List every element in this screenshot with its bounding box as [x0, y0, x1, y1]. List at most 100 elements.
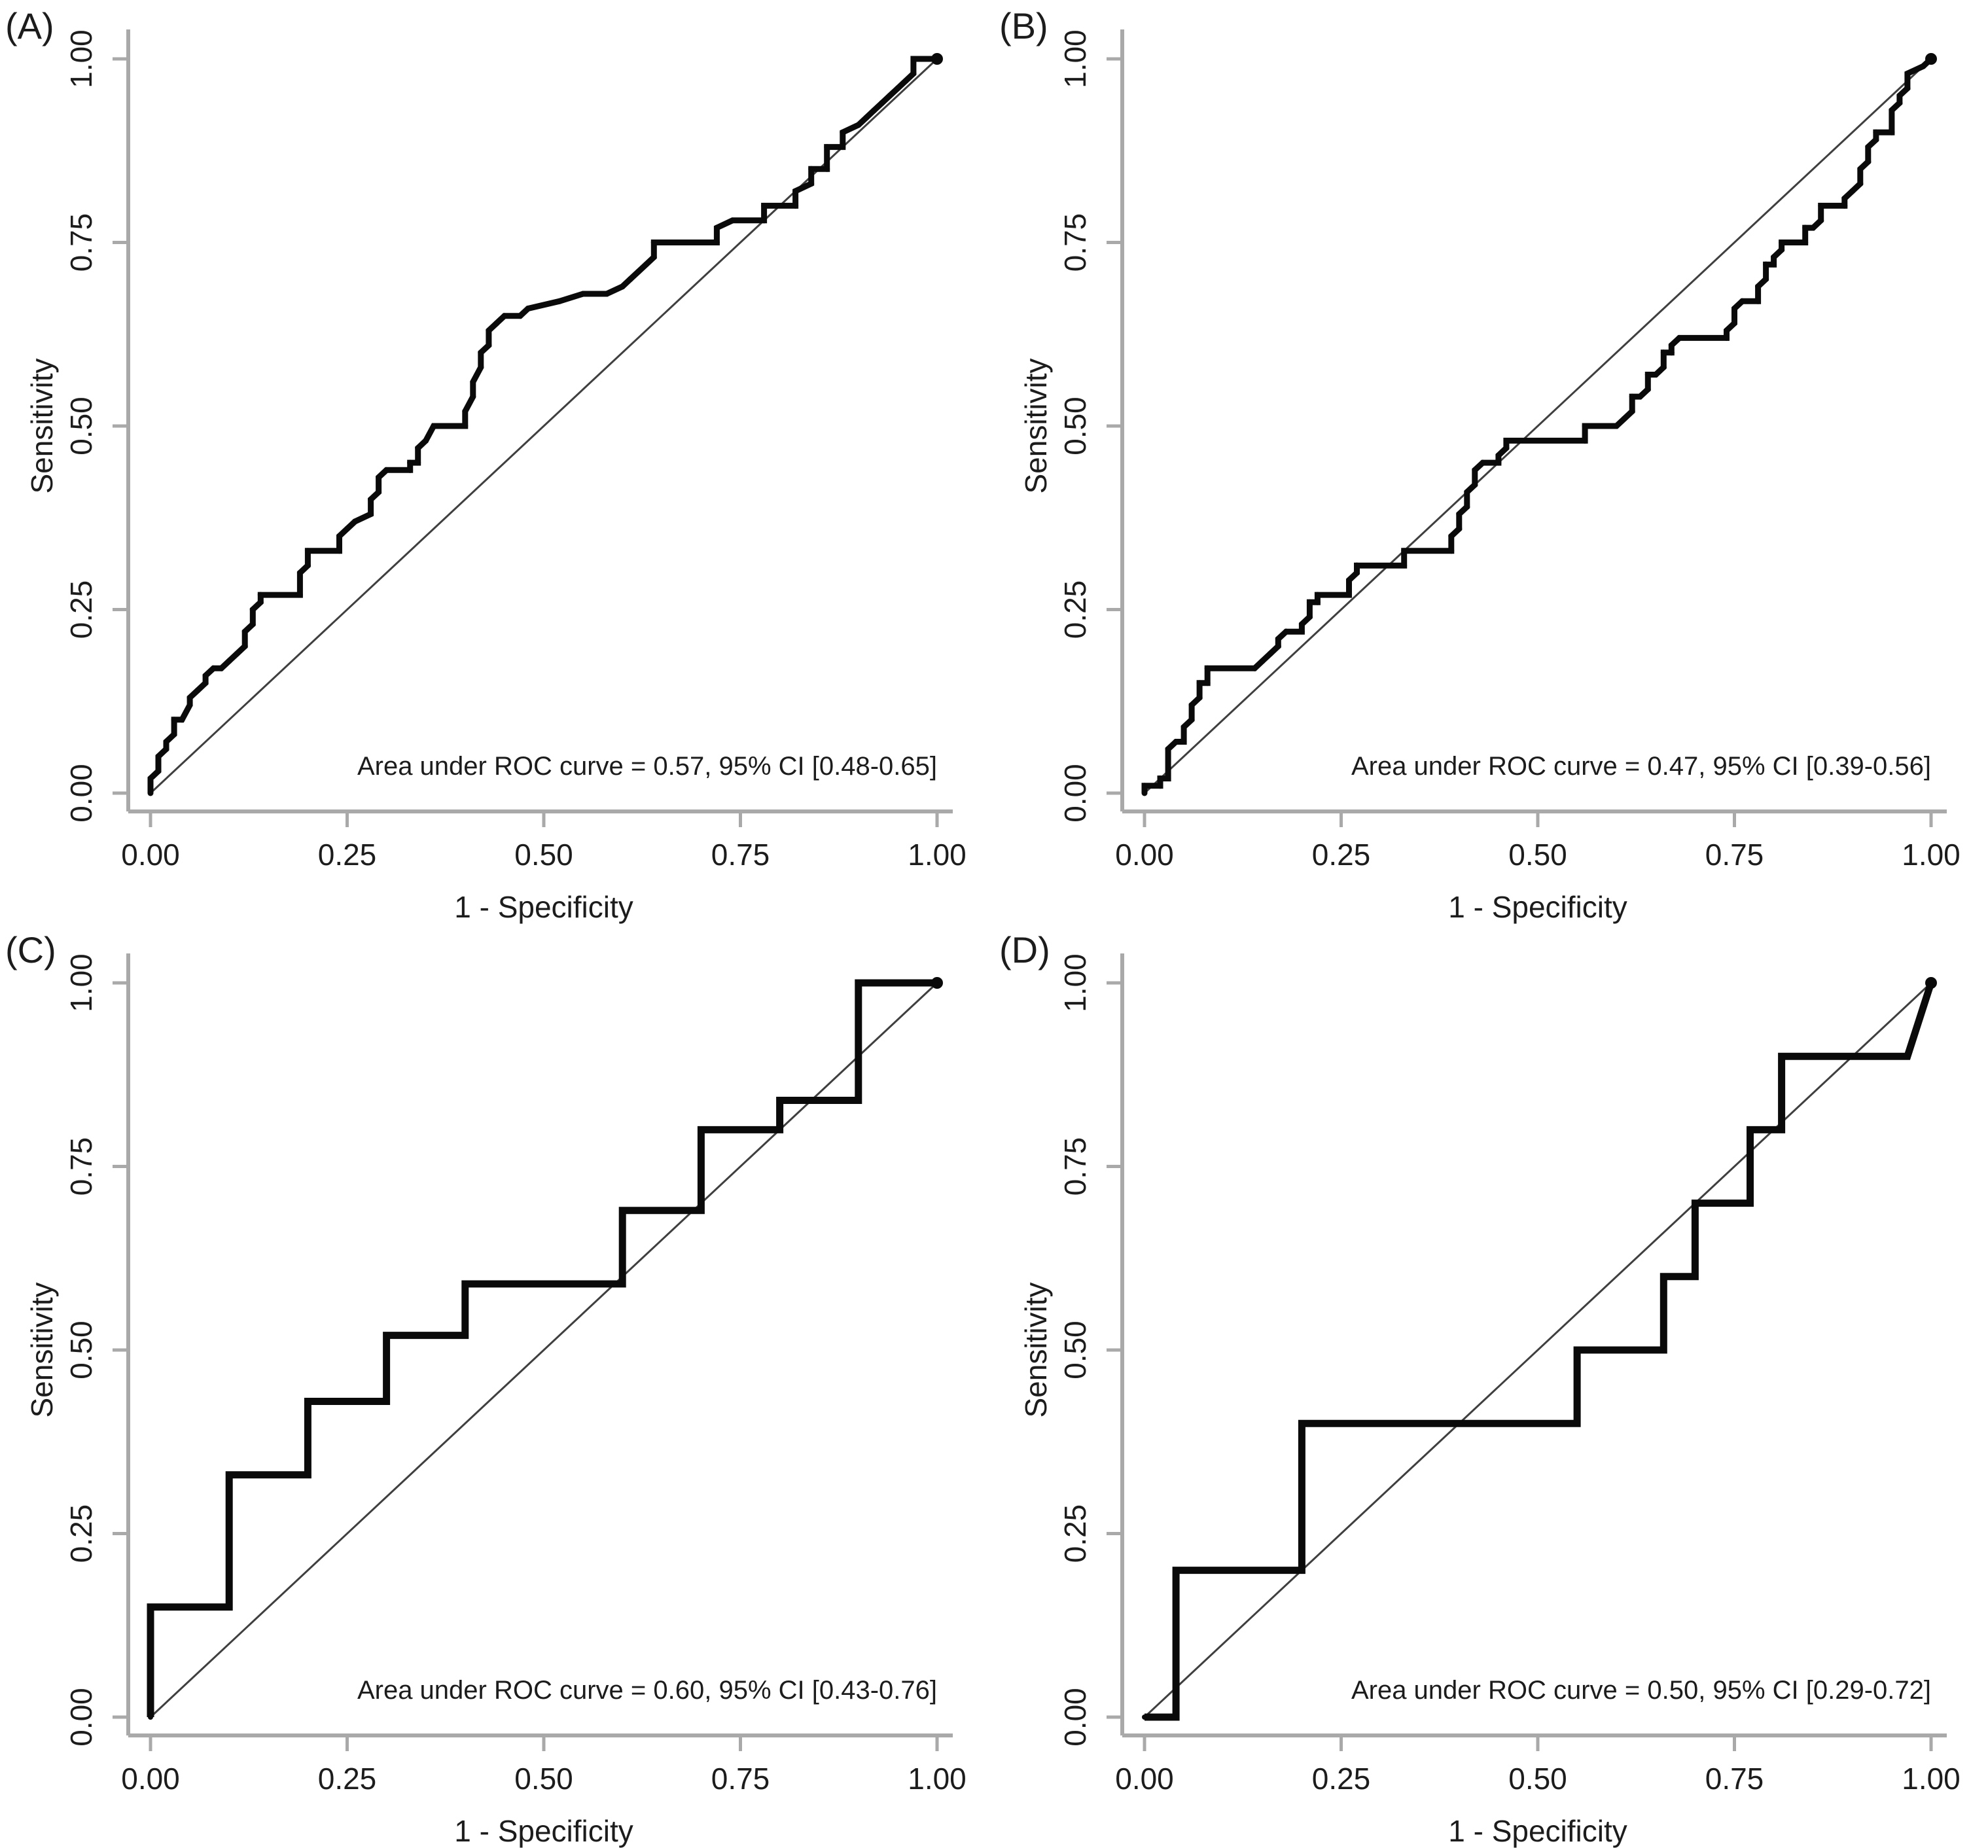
roc-marker: [1456, 525, 1463, 532]
x-tick-label: 1.00: [1902, 1762, 1961, 1796]
roc-marker: [1692, 1273, 1698, 1279]
roc-marker: [1763, 276, 1769, 283]
x-tick-label: 0.25: [1312, 838, 1371, 872]
roc-marker: [1723, 334, 1730, 341]
roc-marker: [1306, 614, 1313, 620]
roc-marker: [147, 775, 154, 782]
roc-marker: [226, 658, 232, 664]
x-tick-label: 0.00: [1115, 838, 1174, 872]
x-axis-title: 1 - Specificity: [454, 1814, 633, 1848]
y-tick-label: 0.75: [1058, 213, 1092, 272]
roc-marker: [470, 393, 476, 400]
roc-marker: [698, 1127, 704, 1133]
roc-marker: [305, 1472, 311, 1478]
roc-chart-b: 0.00 0.00 0.25 0.25 0.50 0.50 0.75 0.75 1.00 1.00…: [1019, 29, 1961, 924]
roc-marker: [1196, 680, 1203, 686]
roc-marker: [1818, 217, 1824, 224]
roc-marker: [1141, 783, 1148, 789]
roc-marker: [1503, 437, 1510, 444]
roc-endpoint-marker: [931, 53, 943, 65]
roc-marker: [603, 291, 610, 297]
roc-marker: [1873, 136, 1879, 143]
reference-diagonal-line: [1143, 982, 1932, 1718]
roc-marker: [486, 342, 492, 349]
x-tick-label: 0.75: [1705, 1762, 1764, 1796]
panel-b-letter: (B): [999, 5, 1048, 46]
roc-marker: [1841, 195, 1848, 202]
roc-marker: [304, 562, 311, 569]
roc-marker: [1661, 1347, 1667, 1353]
x-tick-label: 1.00: [908, 838, 967, 872]
x-tick-label: 1.00: [1902, 838, 1961, 872]
roc-marker: [1204, 680, 1211, 686]
roc-marker: [1904, 70, 1911, 77]
y-axis-title: Sensitivity: [25, 358, 59, 493]
roc-panel-d: (D) 0.00 0.00 0.25 0.25 0.50 0.50 0.75 0.75 1.00…: [994, 924, 1988, 1848]
roc-marker: [407, 467, 414, 473]
x-tick-label: 0.00: [121, 1762, 180, 1796]
roc-marker: [1314, 592, 1321, 598]
roc-marker: [1283, 628, 1289, 635]
y-tick-label: 0.00: [64, 764, 98, 823]
roc-marker: [1306, 599, 1313, 605]
roc-marker: [257, 592, 264, 598]
roc-marker: [1480, 459, 1486, 466]
roc-marker: [148, 1604, 153, 1610]
roc-marker: [517, 313, 524, 319]
roc-marker: [1747, 1200, 1753, 1206]
panel-c-letter: (C): [5, 929, 56, 970]
roc-marker: [1668, 349, 1675, 356]
roc-marker: [1763, 261, 1769, 268]
roc-marker: [792, 188, 799, 194]
roc-marker: [1771, 261, 1777, 268]
roc-marker: [1731, 305, 1737, 311]
x-tick-label: 0.00: [121, 838, 180, 872]
roc-marker: [910, 70, 917, 77]
roc-marker: [376, 474, 382, 481]
roc-marker: [1779, 1054, 1784, 1059]
roc-marker: [620, 1207, 626, 1213]
x-tick-label: 0.00: [1115, 1762, 1174, 1796]
reference-diagonal-line: [149, 982, 938, 1718]
roc-marker: [1401, 548, 1408, 554]
roc-marker: [336, 548, 342, 554]
y-tick-label: 0.50: [1058, 397, 1092, 455]
roc-marker: [525, 305, 531, 311]
roc-marker: [1723, 327, 1730, 334]
roc-marker: [1779, 247, 1785, 253]
roc-marker: [650, 240, 657, 245]
roc-marker: [887, 92, 893, 99]
roc-marker: [1857, 166, 1864, 172]
roc-marker: [383, 1332, 389, 1338]
roc-marker: [1165, 775, 1171, 782]
roc-marker: [1802, 240, 1809, 245]
roc-marker: [147, 790, 154, 796]
y-tick-label: 0.25: [64, 580, 98, 639]
x-tick-label: 0.25: [318, 1762, 377, 1796]
roc-marker: [761, 202, 768, 209]
x-tick-label: 0.25: [1312, 1762, 1371, 1796]
roc-marker: [627, 276, 633, 283]
roc-marker: [336, 533, 342, 539]
roc-marker: [186, 702, 193, 708]
roc-marker: [777, 1127, 783, 1133]
roc-marker: [470, 379, 476, 385]
roc-marker: [1354, 569, 1360, 576]
roc-marker: [1896, 99, 1903, 106]
roc-marker: [1771, 254, 1777, 260]
roc-marker: [1574, 1347, 1580, 1353]
roc-marker: [501, 313, 508, 319]
roc-endpoint-marker: [931, 977, 943, 989]
y-axis-title: Sensitivity: [1019, 1282, 1053, 1417]
roc-marker: [478, 364, 484, 370]
roc-marker: [840, 129, 846, 135]
roc-marker: [1298, 621, 1305, 628]
reference-diagonal-line: [1143, 58, 1932, 794]
roc-marker: [1865, 144, 1872, 151]
roc-marker: [1188, 717, 1195, 723]
roc-marker: [855, 980, 861, 986]
x-axis-title: 1 - Specificity: [1448, 1814, 1627, 1848]
roc-marker: [352, 518, 359, 525]
auc-annotation: Area under ROC curve = 0.50, 95% CI [0.2…: [1351, 1676, 1931, 1705]
roc-marker: [304, 548, 311, 554]
